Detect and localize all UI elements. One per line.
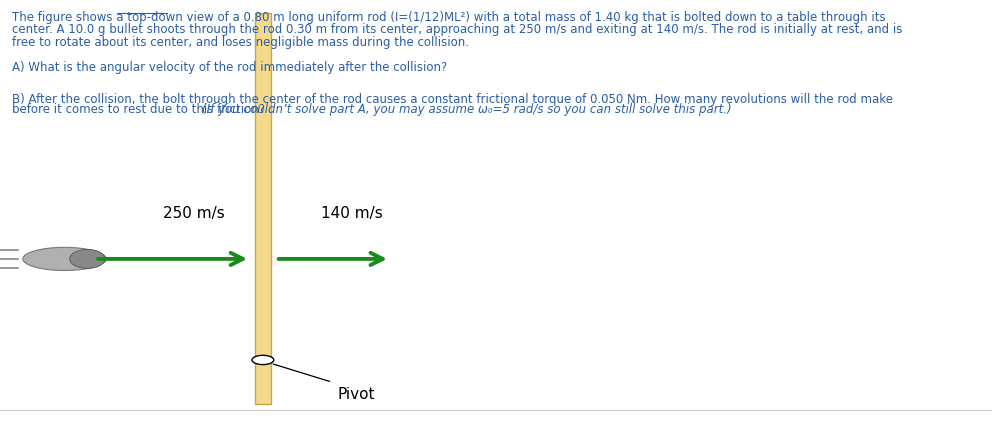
Circle shape [252,355,274,365]
Text: (If you couldn’t solve part A, you may assume ω₀=5 rad/s so you can still solve : (If you couldn’t solve part A, you may a… [202,103,732,116]
Text: 140 m/s: 140 m/s [321,206,383,221]
Ellipse shape [69,249,105,269]
Bar [255,13,271,404]
Text: B) After the collision, the bolt through the center of the rod causes a constant: B) After the collision, the bolt through… [12,93,893,106]
Ellipse shape [23,247,106,271]
Text: center. A 10.0 g bullet shoots through the rod 0.30 m from its center, approachi: center. A 10.0 g bullet shoots through t… [12,23,903,36]
Text: A) What is the angular velocity of the rod immediately after the collision?: A) What is the angular velocity of the r… [12,61,447,74]
Text: The figure shows a top-down view of a 0.80 m long uniform rod (I=(1/12)ML²) with: The figure shows a top-down view of a 0.… [12,11,886,24]
Text: before it comes to rest due to this friction?: before it comes to rest due to this fric… [12,103,269,116]
Text: Pivot: Pivot [337,387,375,402]
Text: 250 m/s: 250 m/s [163,206,224,221]
Text: free to rotate about its center, and loses negligible mass during the collision.: free to rotate about its center, and los… [12,36,469,49]
